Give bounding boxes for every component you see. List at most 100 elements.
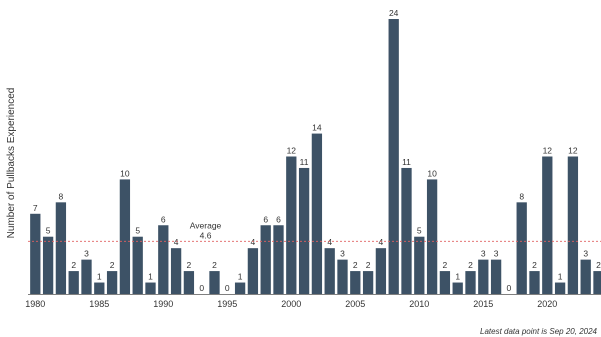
x-tick-1980: 1980 [25,299,45,309]
bar-2024 [593,271,601,294]
data-label-2019: 2 [532,260,537,270]
bar-1990 [158,225,169,294]
data-label-2000: 12 [287,146,297,156]
x-tick-2010: 2010 [409,299,429,309]
data-label-2006: 2 [366,260,371,270]
bar-1991 [170,248,182,294]
bar-1999 [273,225,284,294]
y-axis-label: Number of Pullbacks Experienced [6,88,17,239]
bar-2003 [324,248,335,294]
data-label-2005: 2 [353,260,358,270]
bar-1980 [30,213,41,294]
bar-1994 [209,271,220,294]
data-label-1997: 4 [251,237,256,247]
bar-2012 [439,271,451,294]
x-tick-1990: 1990 [153,299,173,309]
data-label-2012: 2 [443,260,448,270]
x-tick-2015: 2015 [473,299,493,309]
data-label-1980: 7 [33,203,38,213]
data-label-1990: 6 [161,214,166,224]
bar-1997 [247,248,259,294]
data-label-2020: 12 [543,146,553,156]
data-label-1986: 2 [110,260,115,270]
data-label-2007: 4 [379,237,384,247]
bar-1998 [260,225,271,294]
data-label-2018: 8 [519,191,524,201]
data-label-2023: 3 [583,249,588,259]
data-label-1995: 0 [225,283,230,293]
data-label-1994: 2 [212,260,217,270]
bar-1982 [55,202,67,294]
data-label-2004: 3 [340,249,345,259]
data-label-1993: 0 [199,283,204,293]
x-tick-2000: 2000 [281,299,301,309]
data-label-2003: 4 [327,237,332,247]
bars-group [30,19,601,295]
bar-2020 [542,156,553,294]
average-label: Average [190,220,222,230]
data-label-1988: 5 [135,226,140,236]
data-label-2024: 2 [596,260,601,270]
bar-1987 [119,179,131,294]
bar-2005 [350,271,361,294]
data-label-2016: 3 [494,249,499,259]
x-ticks-group: 1980 1985 1990 1995 2000 2005 2010 2015 2020 [25,299,557,309]
bar-2022 [567,156,579,294]
data-label-2009: 11 [402,157,411,167]
bar-2019 [529,271,540,294]
x-tick-1995: 1995 [217,299,237,309]
data-label-2008: 24 [389,8,399,18]
bar-2018 [516,202,527,294]
data-label-1998: 6 [263,214,268,224]
bar-1981 [42,236,54,294]
data-label-1999: 6 [276,214,281,224]
data-label-1985: 1 [97,272,102,282]
average-value-label: 4.6 [200,230,212,240]
bar-2013 [452,282,463,294]
bar-1996 [234,282,246,294]
data-label-2013: 1 [455,272,460,282]
bar-2008 [388,19,399,294]
data-label-2002: 14 [312,123,322,133]
data-label-2001: 11 [300,157,309,167]
bar-1983 [68,271,79,294]
data-label-1983: 2 [71,260,76,270]
data-label-1996: 1 [238,272,243,282]
bar-2004 [337,259,348,295]
bar-2010 [414,236,425,294]
bar-2006 [362,271,374,294]
bar-2021 [554,282,566,294]
bar-1986 [106,271,118,294]
data-label-2014: 2 [468,260,473,270]
data-label-1992: 2 [187,260,192,270]
data-label-2022: 12 [568,146,578,156]
data-label-2017: 0 [507,283,512,293]
data-label-2021: 1 [558,272,563,282]
bar-1984 [81,259,92,295]
data-label-2015: 3 [481,249,486,259]
bar-1985 [94,282,105,294]
data-label-1981: 5 [46,226,51,236]
bar-2015 [478,259,489,295]
x-tick-2020: 2020 [537,299,557,309]
bar-1988 [132,236,143,294]
bar-2007 [375,248,387,294]
bar-2011 [426,179,438,294]
data-label-2010: 5 [417,226,422,236]
data-label-1991: 4 [174,237,179,247]
bar-2002 [311,133,323,294]
bar-1992 [183,271,195,294]
bar-2014 [465,271,476,294]
data-label-1989: 1 [148,272,153,282]
bar-2023 [580,259,591,295]
footnote: Latest data point is Sep 20, 2024 [480,327,597,336]
data-label-1982: 8 [59,191,64,201]
bar-2000 [286,156,297,294]
bar-1989 [145,282,156,294]
data-label-1984: 3 [84,249,89,259]
x-tick-1985: 1985 [89,299,109,309]
bar-2009 [401,167,412,294]
x-tick-2005: 2005 [345,299,365,309]
